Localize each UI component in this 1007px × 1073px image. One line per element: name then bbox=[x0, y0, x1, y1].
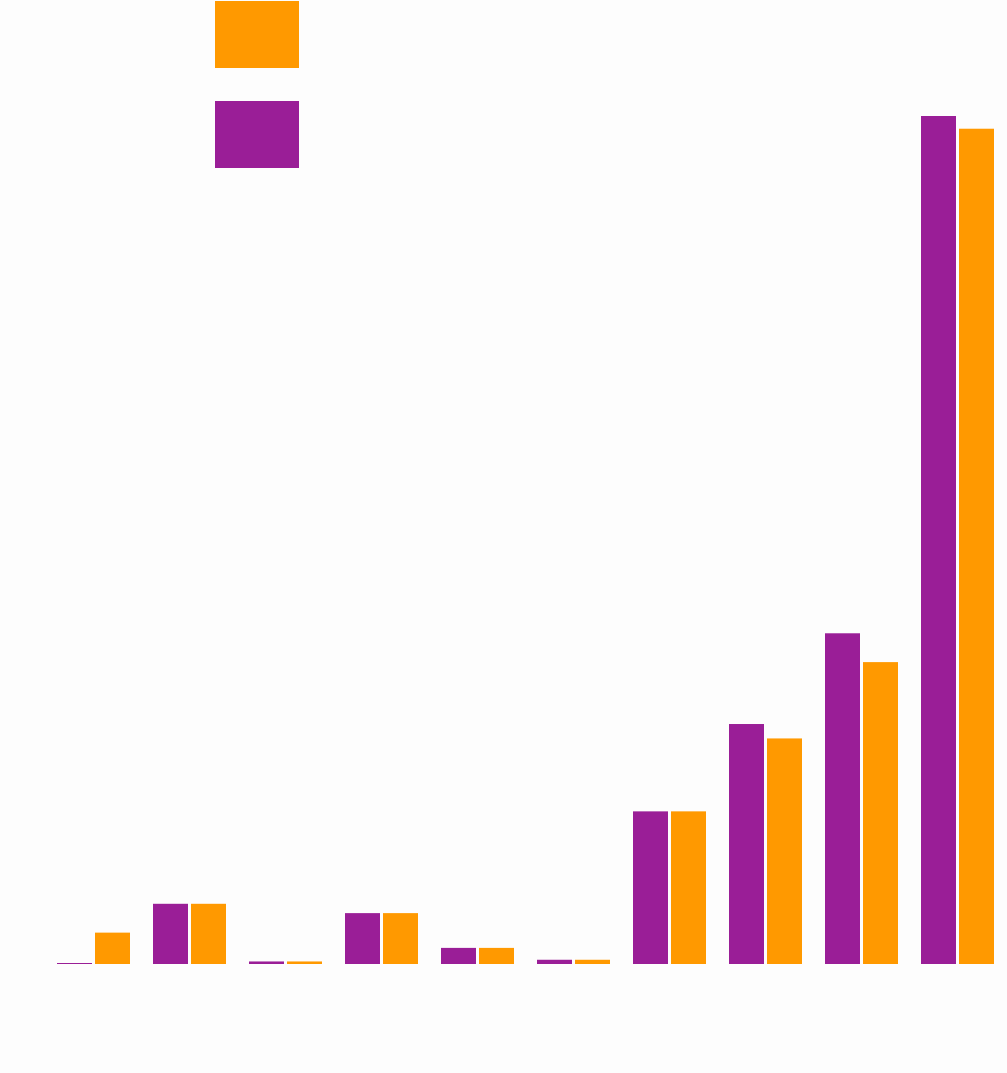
legend bbox=[215, 1, 299, 168]
bar-series-1-10 bbox=[921, 116, 956, 964]
bar-series-1-6 bbox=[537, 959, 572, 964]
bar-series-1-4 bbox=[345, 913, 380, 964]
bar-series-2-10 bbox=[959, 128, 994, 965]
bar-series-2-2 bbox=[191, 903, 226, 964]
bar-series-2-3 bbox=[287, 961, 322, 964]
bar-series-1-3 bbox=[249, 961, 284, 964]
bar-series-2-5 bbox=[479, 947, 514, 964]
bar-series-2-8 bbox=[767, 738, 802, 964]
bar-series-2-4 bbox=[383, 913, 418, 964]
bar-series-1-1 bbox=[57, 963, 92, 964]
bar-series-1-2 bbox=[153, 903, 188, 964]
legend-swatch-1 bbox=[215, 1, 299, 68]
bar-series-2-6 bbox=[575, 959, 610, 964]
bar-series-1-8 bbox=[729, 724, 764, 964]
bar-series-2-9 bbox=[863, 662, 898, 964]
bar-series-1-9 bbox=[825, 633, 860, 964]
plot-area bbox=[57, 116, 994, 965]
bar-series-1-5 bbox=[441, 947, 476, 964]
bar-series-2-7 bbox=[671, 811, 706, 964]
legend-swatch-2 bbox=[215, 101, 299, 168]
bar-series-2-1 bbox=[95, 932, 130, 964]
bar-series-1-7 bbox=[633, 811, 668, 964]
